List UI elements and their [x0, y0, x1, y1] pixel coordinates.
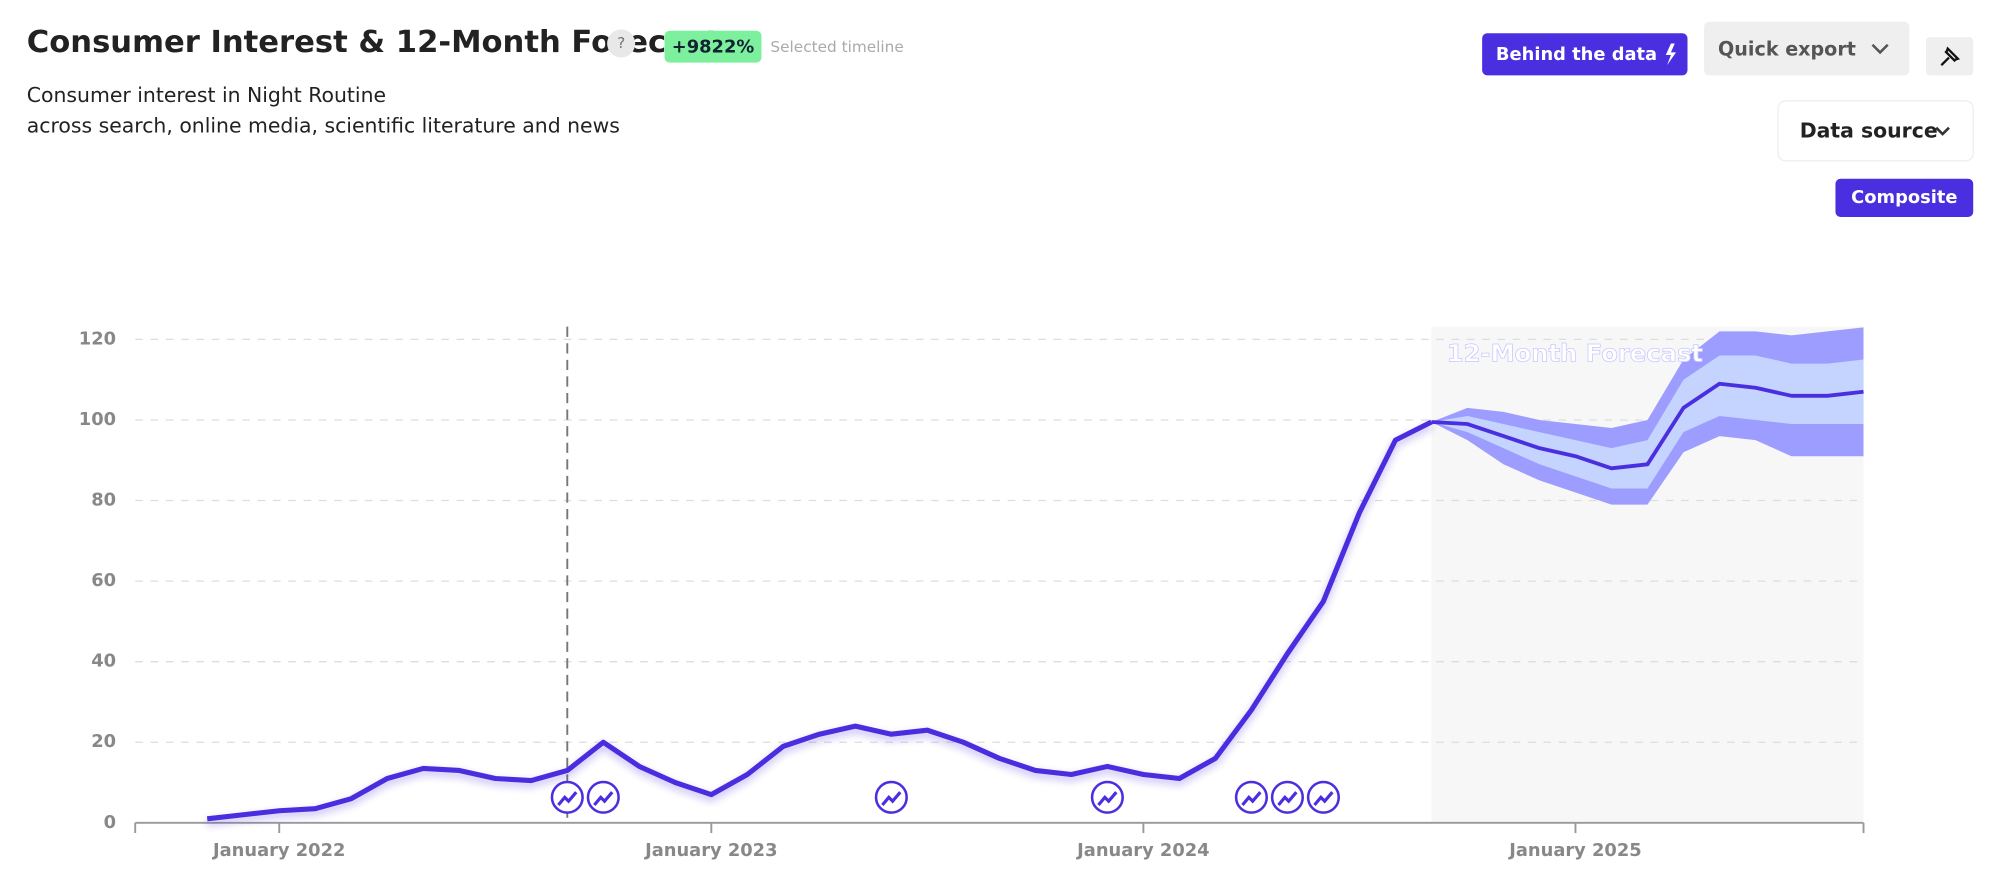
- event-marker[interactable]: [586, 780, 620, 814]
- chevron: [1871, 43, 1889, 55]
- event-icon: [881, 791, 902, 806]
- y-tick-label: 80: [91, 490, 116, 511]
- y-tick-label: 100: [79, 409, 116, 430]
- x-tick-label: January 2024: [1076, 840, 1209, 861]
- event-marker[interactable]: [874, 780, 908, 814]
- x-tick-label: January 2025: [1508, 840, 1641, 861]
- forecast-label: 12-Month Forecast: [1447, 340, 1704, 368]
- event-marker[interactable]: [1090, 780, 1124, 814]
- event-circle: [874, 780, 908, 814]
- subtitle: across search, online media, scientific …: [27, 113, 620, 137]
- event-circle: [586, 780, 620, 814]
- x-tick-label: January 2023: [644, 840, 777, 861]
- y-tick-label: 40: [91, 651, 116, 672]
- subtitle: Consumer interest in Night Routine: [27, 83, 386, 107]
- event-icon: [1313, 791, 1334, 806]
- series-line: [206, 419, 1433, 822]
- title: Consumer Interest & 12-Month Forecast: [27, 25, 720, 60]
- data-source-text: Data source: [1800, 119, 1938, 143]
- change-text: +9822%: [672, 36, 755, 57]
- series-line: [1431, 381, 1864, 471]
- pin-icon: [1940, 46, 1961, 66]
- source-chip[interactable]: [1835, 178, 1974, 217]
- y-tick-label: 0: [104, 812, 116, 833]
- export-button[interactable]: [1704, 21, 1910, 76]
- event-circle: [1306, 780, 1341, 814]
- event-marker[interactable]: [550, 780, 584, 814]
- event-icon: [1241, 791, 1262, 806]
- event-marker[interactable]: [1270, 780, 1304, 814]
- event-circle: [1234, 780, 1268, 814]
- event-icon: [1097, 791, 1118, 806]
- source-chip-text: Composite: [1851, 187, 1957, 208]
- help-text: ?: [617, 34, 625, 52]
- x-tick-label: January 2022: [212, 840, 345, 861]
- help-icon[interactable]: [607, 29, 636, 58]
- event-circle: [550, 780, 584, 814]
- event-marker[interactable]: [1306, 780, 1341, 814]
- bolt-icon: [1665, 43, 1677, 66]
- event-circle: [1270, 780, 1304, 814]
- data-source-button[interactable]: [1777, 100, 1974, 162]
- event-marker[interactable]: [1234, 780, 1268, 814]
- event-circle: [1090, 780, 1124, 814]
- chevron: [1935, 126, 1950, 136]
- behind-button[interactable]: [1482, 33, 1688, 76]
- change-note: Selected timeline: [770, 38, 903, 56]
- event-icon: [1277, 791, 1298, 806]
- y-tick-label: 120: [79, 328, 116, 349]
- change-badge: [664, 30, 762, 63]
- export-text: Quick export: [1718, 37, 1856, 60]
- event-icon: [593, 791, 614, 806]
- behind-text: Behind the data: [1496, 44, 1657, 65]
- y-tick-label: 20: [91, 731, 116, 752]
- event-icon: [557, 791, 578, 806]
- y-tick-label: 60: [91, 570, 116, 591]
